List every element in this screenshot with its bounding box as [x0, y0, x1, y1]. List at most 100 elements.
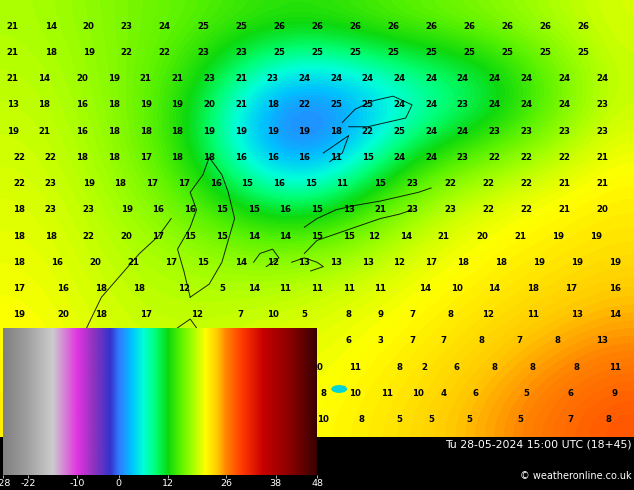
Text: 6: 6	[567, 389, 574, 398]
Text: 23: 23	[489, 126, 500, 136]
Text: 22: 22	[489, 153, 500, 162]
Text: 7: 7	[441, 337, 447, 345]
Text: 7: 7	[517, 337, 523, 345]
Text: 7: 7	[409, 337, 415, 345]
Text: 11: 11	[343, 284, 354, 293]
Text: 19: 19	[121, 205, 133, 214]
Text: 18: 18	[13, 231, 25, 241]
Text: 18: 18	[216, 363, 228, 371]
Ellipse shape	[331, 385, 347, 393]
Text: 8: 8	[358, 415, 365, 424]
Text: 16: 16	[299, 153, 310, 162]
Text: 13: 13	[299, 258, 310, 267]
Text: 15: 15	[216, 205, 228, 214]
Text: 25: 25	[394, 126, 405, 136]
Text: 17: 17	[139, 310, 152, 319]
Text: 26: 26	[349, 22, 361, 31]
Text: 20: 20	[77, 74, 88, 83]
Text: 20: 20	[597, 205, 608, 214]
Text: 9: 9	[257, 337, 263, 345]
Text: 18: 18	[13, 258, 25, 267]
Text: 21: 21	[597, 179, 608, 188]
Text: 22: 22	[13, 389, 25, 398]
Text: 9: 9	[377, 310, 384, 319]
Text: 15: 15	[184, 231, 196, 241]
Text: 15: 15	[197, 258, 209, 267]
Text: 5: 5	[466, 415, 472, 424]
Text: 22: 22	[521, 153, 532, 162]
Text: 2: 2	[422, 363, 428, 371]
Text: 23: 23	[406, 205, 418, 214]
Text: 23: 23	[597, 100, 608, 109]
Text: 10: 10	[311, 363, 323, 371]
Text: 23: 23	[235, 48, 247, 57]
Text: 20: 20	[13, 363, 25, 371]
Text: 18: 18	[96, 284, 107, 293]
Text: 25: 25	[311, 48, 323, 57]
Text: 18: 18	[96, 310, 107, 319]
Text: 8: 8	[605, 415, 612, 424]
Text: 18: 18	[115, 179, 126, 188]
Text: 8: 8	[396, 363, 403, 371]
Text: 11: 11	[330, 153, 342, 162]
Text: 13: 13	[165, 389, 177, 398]
Text: 22: 22	[13, 179, 25, 188]
Text: 25: 25	[197, 22, 209, 31]
Text: 14: 14	[44, 22, 57, 31]
Text: 19: 19	[108, 74, 120, 83]
Text: 5: 5	[396, 415, 403, 424]
Text: 12: 12	[394, 258, 405, 267]
Text: 3: 3	[377, 337, 384, 345]
Text: 26: 26	[425, 22, 437, 31]
Text: 16: 16	[108, 363, 120, 371]
Text: 23: 23	[267, 74, 278, 83]
Text: 23: 23	[204, 74, 215, 83]
Text: 24: 24	[596, 74, 609, 83]
Text: 22: 22	[362, 126, 373, 136]
Text: 16: 16	[102, 337, 113, 345]
Text: 14: 14	[247, 231, 260, 241]
Text: 15: 15	[248, 205, 259, 214]
Text: 6: 6	[346, 337, 352, 345]
Text: 15: 15	[343, 231, 354, 241]
Text: 14: 14	[247, 284, 260, 293]
Text: 11: 11	[280, 284, 291, 293]
Text: 20: 20	[121, 231, 133, 241]
Text: 21: 21	[172, 74, 183, 83]
Text: 23: 23	[83, 205, 94, 214]
Text: 17: 17	[564, 284, 577, 293]
Text: 22: 22	[13, 337, 25, 345]
Text: 12: 12	[368, 231, 380, 241]
Text: 11: 11	[311, 284, 323, 293]
Text: 4: 4	[441, 389, 447, 398]
Text: 8: 8	[447, 310, 453, 319]
Text: 24: 24	[558, 74, 571, 83]
Text: 21: 21	[7, 22, 18, 31]
Text: 22: 22	[159, 48, 171, 57]
Text: 21: 21	[559, 179, 570, 188]
Text: 19: 19	[140, 100, 152, 109]
Text: 24: 24	[393, 153, 406, 162]
Text: 17: 17	[165, 258, 178, 267]
Text: 24: 24	[488, 74, 501, 83]
Text: 16: 16	[77, 126, 88, 136]
Text: 8: 8	[320, 389, 327, 398]
Text: 23: 23	[597, 126, 608, 136]
Text: 24: 24	[558, 100, 571, 109]
Text: 20: 20	[83, 22, 94, 31]
Text: 25: 25	[540, 48, 551, 57]
Text: 25: 25	[578, 48, 589, 57]
Text: 14: 14	[38, 74, 51, 83]
Text: 22: 22	[444, 179, 456, 188]
Text: 22: 22	[482, 205, 494, 214]
Text: 26: 26	[273, 22, 285, 31]
Text: 20: 20	[58, 310, 69, 319]
Text: 21: 21	[514, 231, 526, 241]
Text: 15: 15	[311, 231, 323, 241]
Text: 21: 21	[597, 153, 608, 162]
Text: 10: 10	[267, 310, 278, 319]
Text: 23: 23	[457, 100, 469, 109]
Text: 23: 23	[121, 22, 133, 31]
Text: 14: 14	[235, 258, 247, 267]
Text: 15: 15	[216, 231, 228, 241]
